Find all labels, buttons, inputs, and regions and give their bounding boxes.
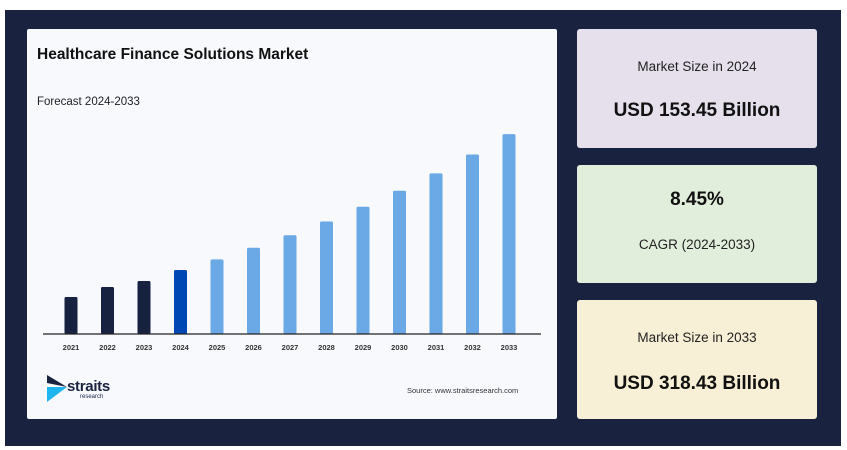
bar-2032 xyxy=(466,154,479,334)
bar-2021 xyxy=(64,297,78,334)
bar-2022 xyxy=(101,287,114,334)
x-tick-label: 2033 xyxy=(501,343,518,352)
x-tick-label: 2029 xyxy=(355,343,372,352)
logo-text: straits xyxy=(67,378,110,395)
x-tick-label: 2027 xyxy=(282,343,299,352)
chart-title: Healthcare Finance Solutions Market xyxy=(37,46,309,63)
bar-2027 xyxy=(283,235,297,334)
bar-2030 xyxy=(393,190,406,334)
bar-2031 xyxy=(429,173,443,334)
card-label: Market Size in 2024 xyxy=(637,59,757,74)
straits-logo-icon xyxy=(47,375,67,402)
cagr-card: 8.45% CAGR (2024-2033) xyxy=(577,165,817,283)
market-size-2033-card: Market Size in 2033 USD 318.43 Billion xyxy=(577,300,817,419)
x-tick-label: 2023 xyxy=(136,343,153,352)
card-value: USD 153.45 Billion xyxy=(613,100,781,121)
bar-2025 xyxy=(210,259,224,334)
bar-2029 xyxy=(356,206,370,334)
bar-2028 xyxy=(320,221,333,334)
source-text: Source: www.straitsresearch.com xyxy=(407,386,519,395)
card-label: CAGR (2024-2033) xyxy=(638,237,756,252)
logo-subtext: research xyxy=(80,394,104,400)
chart-panel: Healthcare Finance Solutions Market Fore… xyxy=(27,29,557,419)
x-tick-label: 2022 xyxy=(99,343,116,352)
x-tick-label: 2031 xyxy=(428,343,445,352)
bar-2033 xyxy=(502,134,516,334)
card-value: 8.45% xyxy=(670,189,724,210)
bar-2024 xyxy=(174,270,187,334)
market-size-2024-card: Market Size in 2024 USD 153.45 Billion xyxy=(577,29,817,148)
card-value: USD 318.43 Billion xyxy=(613,373,781,394)
x-tick-label: 2024 xyxy=(172,343,190,352)
bar-2026 xyxy=(247,247,260,334)
bar-2023 xyxy=(137,281,151,334)
chart-subtitle: Forecast 2024-2033 xyxy=(37,96,140,108)
x-tick-label: 2032 xyxy=(464,343,481,352)
x-tick-label: 2021 xyxy=(63,343,80,352)
x-tick-label: 2025 xyxy=(209,343,226,352)
x-tick-label: 2028 xyxy=(318,343,335,352)
x-tick-label: 2026 xyxy=(245,343,262,352)
bar-chart: 2021 2022 2023 2024 2025 2026 2027 2028 2029 2030… xyxy=(43,134,541,352)
x-tick-label: 2030 xyxy=(391,343,408,352)
card-label: Market Size in 2033 xyxy=(637,330,757,345)
